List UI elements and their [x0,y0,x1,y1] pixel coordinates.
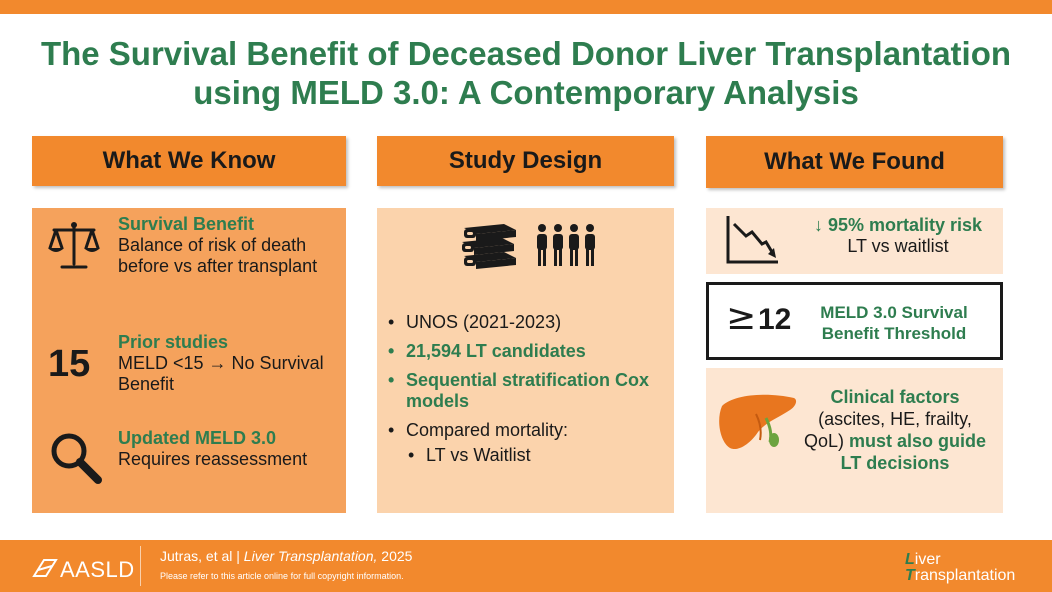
threshold-label: MELD 3.0 Survival Benefit Threshold [820,303,968,343]
know-item-prior-studies: Prior studies MELD <15 → No Survival Ben… [118,332,340,395]
magnifier-icon [51,433,102,484]
design-bullet-candidates: 21,594 LT candidates [386,341,671,362]
threshold-box [706,282,1003,360]
threshold-symbol: ≥ [726,297,757,338]
footer-bar [0,540,1052,592]
aasld-logo-icon [32,559,58,577]
header-study-design: Study Design [377,136,674,186]
liver-transplantation-logo: Liver Transplantation [905,552,1015,584]
found-clinical-text: Clinical factors (ascites, HE, frailty, … [800,386,990,474]
logo-iver: iver [914,551,941,568]
citation: Jutras, et al | Liver Transplantation, 2… [160,548,412,564]
header-what-we-know: What We Know [32,136,346,186]
aasld-logo-text: AASLD [60,557,135,582]
clinical-must: must also guide LT decisions [840,431,987,473]
prior-studies-heading: Prior studies [118,332,229,352]
page-title: The Survival Benefit of Deceased Donor L… [0,34,1052,112]
title-line-2: using MELD 3.0: A Contemporary Analysis [193,74,859,111]
logo-t: T [905,567,915,584]
clinical-heading: Clinical factors [830,387,960,407]
survival-benefit-text: Balance of risk of death before vs after… [118,235,318,276]
copyright-note: Please refer to this article online for … [160,571,404,581]
design-bullet-unos: UNOS (2021-2023) [386,312,671,333]
top-accent-bar [0,0,1052,14]
citation-year: 2025 [381,548,413,564]
survival-benefit-heading: Survival Benefit [118,214,255,234]
prior-studies-text: MELD <15 → No Survival Benefit [118,353,324,394]
design-sub-bullet: LT vs Waitlist [386,445,671,466]
logo-l: L [905,551,915,568]
mortality-sub: LT vs waitlist [847,236,949,256]
found-mortality-text: ↓ 95% mortality risk LT vs waitlist [796,215,1000,257]
books-icon [462,224,516,269]
scale-icon [48,222,100,269]
citation-journal: Liver Transplantation, [243,548,378,564]
meld-heading: Updated MELD 3.0 [118,428,277,448]
declining-chart-icon [726,216,778,264]
people-icon [537,224,595,266]
found-clinical-panel [706,368,1003,513]
design-bullet-compared: Compared mortality: [386,420,671,441]
mortality-heading: ↓ 95% mortality risk [813,215,983,235]
threshold-value: 12 [758,303,792,336]
citation-separator: | [236,548,240,564]
liver-icon [719,394,797,450]
know-item-meld: Updated MELD 3.0 Requires reassessment [118,428,340,470]
study-design-list: UNOS (2021-2023) 21,594 LT candidates Se… [386,312,671,474]
meld-text: Requires reassessment [118,449,308,469]
header-what-we-found: What We Found [706,136,1003,188]
prior-studies-number: 15 [48,343,91,385]
footer-divider [140,546,141,586]
design-bullet-cox: Sequential stratification Cox models [386,370,671,412]
clinical-detail: (ascites, HE, frailty, QoL) [803,409,972,451]
logo-ransplantation: ransplantation [914,567,1016,584]
citation-authors: Jutras, et al [160,548,233,564]
title-line-1: The Survival Benefit of Deceased Donor L… [40,35,1012,72]
know-item-survival-benefit: Survival Benefit Balance of risk of deat… [118,214,340,277]
